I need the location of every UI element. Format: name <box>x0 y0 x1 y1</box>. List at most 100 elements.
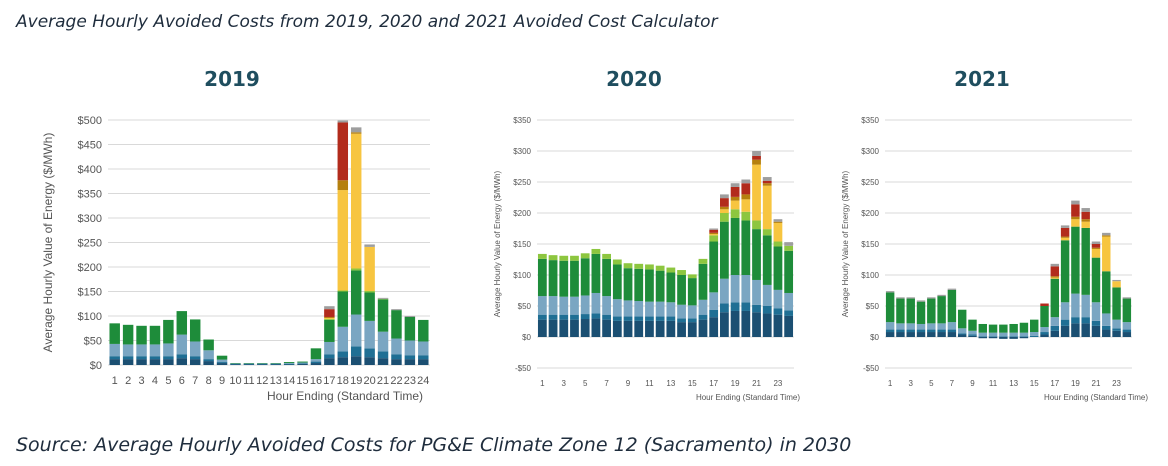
bar-segment <box>243 364 255 365</box>
y-tick-label: $100 <box>78 311 102 323</box>
bar-segment <box>109 356 120 360</box>
bar-segment <box>720 303 729 313</box>
bar-segment <box>189 319 201 342</box>
bar-segment <box>591 318 601 337</box>
bar-segment <box>741 179 751 184</box>
bar-segment <box>773 314 783 337</box>
x-tick-label: 16 <box>310 375 322 387</box>
x-tick-label: 1 <box>112 375 118 387</box>
bar-segment <box>916 323 926 330</box>
bar-segment <box>391 310 402 339</box>
bar-segment <box>730 200 740 210</box>
bar-segment <box>559 319 569 337</box>
bar-segment <box>257 363 268 364</box>
bar-segment <box>885 291 895 293</box>
x-tick-label: 18 <box>337 375 349 387</box>
bar-segment <box>1102 235 1111 237</box>
bar-segment <box>270 364 281 366</box>
x-tick-label: 3 <box>562 379 567 388</box>
y-tick-label: $100 <box>861 271 879 280</box>
x-tick-label: 2 <box>125 375 131 387</box>
bar-segment <box>230 364 241 366</box>
chart-title: 2019 <box>204 67 260 91</box>
bar-segment <box>391 338 402 355</box>
bar-segment <box>698 299 708 315</box>
y-tick-label: $250 <box>861 178 879 187</box>
bar-segment <box>752 229 761 280</box>
bar-segment <box>623 300 633 317</box>
bar-segment <box>122 359 134 365</box>
bar-segment <box>149 325 161 345</box>
bar-segment <box>999 332 1008 337</box>
bar-segment <box>391 359 402 365</box>
bar-segment <box>1050 277 1060 279</box>
bar-segment <box>784 242 794 246</box>
bar-segment <box>591 292 601 314</box>
x-tick-label: 13 <box>270 375 282 387</box>
y-axis-label: Average Hourly Value of Energy ($/MWh) <box>841 170 850 317</box>
bar-segment <box>1071 216 1080 220</box>
bar-segment <box>1060 302 1070 320</box>
bar-segment <box>230 363 241 365</box>
bar-segment <box>310 359 322 362</box>
bar-segment <box>364 246 375 292</box>
bar-segment <box>1019 322 1029 333</box>
bar-segment <box>947 322 957 330</box>
bar-segment <box>163 343 174 357</box>
bar-segment <box>591 248 601 254</box>
bar-segment <box>1091 248 1101 258</box>
bar-segment <box>968 319 977 331</box>
bar-segment <box>896 297 905 299</box>
y-tick-label: $350 <box>861 116 879 125</box>
bar-segment <box>1091 257 1101 303</box>
bar-segment <box>1009 336 1018 337</box>
bar-segment <box>730 302 740 311</box>
bar-segment <box>1081 211 1090 220</box>
x-tick-label: 11 <box>645 379 654 388</box>
bar-segment <box>978 323 987 333</box>
bar-segment <box>885 332 895 337</box>
bar-segment <box>203 361 214 365</box>
y-tick-label: $200 <box>513 209 531 218</box>
bar-segment <box>906 332 915 337</box>
bar-segment <box>310 348 322 360</box>
bar-segment <box>1081 227 1090 295</box>
x-tick-label: 22 <box>390 375 402 387</box>
x-axis-label: Hour Ending (Standard Time) <box>1044 393 1148 402</box>
bar-segment <box>1060 319 1070 326</box>
bar-segment <box>623 268 633 301</box>
bar-segment <box>655 270 665 302</box>
bar-segment <box>623 263 633 269</box>
bar-segment <box>978 337 987 339</box>
y-tick-label: $400 <box>78 164 102 176</box>
bar-segment <box>324 306 335 310</box>
bar-segment <box>988 336 998 337</box>
x-tick-label: 6 <box>179 375 185 387</box>
chart-title: 2021 <box>954 67 1010 91</box>
bar-segment <box>885 322 895 330</box>
bar-segment <box>324 317 335 319</box>
bar-segment <box>666 267 676 273</box>
bar-segment <box>927 323 936 330</box>
bar-segment <box>163 359 174 365</box>
bar-segment <box>1009 337 1018 339</box>
bar-segment <box>784 250 794 293</box>
bar-segment <box>773 289 783 309</box>
bar-segment <box>709 235 719 242</box>
bar-segment <box>283 364 295 366</box>
bar-segment <box>203 359 214 362</box>
bar-segment <box>1091 302 1101 321</box>
bar-segment <box>391 354 402 360</box>
bar-segment <box>1102 325 1111 330</box>
x-tick-label: 7 <box>192 375 198 387</box>
bar-segment <box>337 120 349 123</box>
bar-segment <box>418 355 429 360</box>
x-tick-label: 19 <box>731 379 740 388</box>
bar-segment <box>189 356 201 360</box>
bar-segment <box>752 151 761 156</box>
bar-segment <box>270 363 281 364</box>
bar-segment <box>602 319 611 337</box>
bar-segment <box>136 359 147 365</box>
bar-segment <box>957 328 967 334</box>
bar-segment <box>324 318 335 320</box>
